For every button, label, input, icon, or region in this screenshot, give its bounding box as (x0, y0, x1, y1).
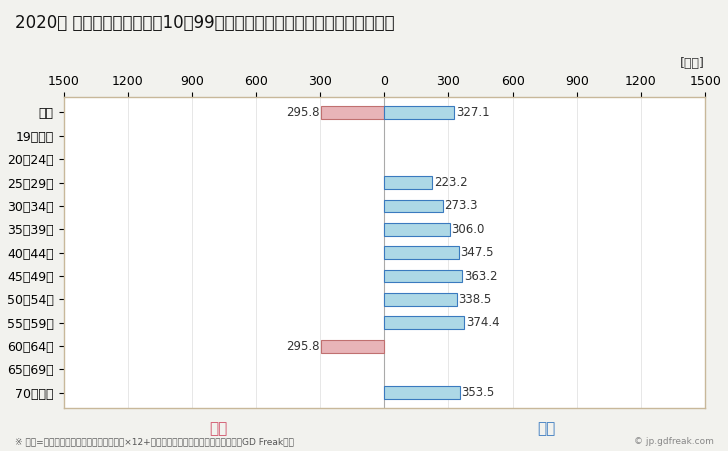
Bar (321, 106, 384, 119)
Text: © jp.gdfreak.com: © jp.gdfreak.com (633, 437, 713, 446)
Text: 327.1: 327.1 (456, 106, 490, 119)
Text: 295.8: 295.8 (286, 106, 320, 119)
Bar (384, 270, 462, 282)
Text: 273.3: 273.3 (445, 199, 478, 212)
Text: 223.2: 223.2 (434, 176, 467, 189)
Text: 2020年 民間企業（従業者数10～99人）フルタイム労働者の男女別平均年収: 2020年 民間企業（従業者数10～99人）フルタイム労働者の男女別平均年収 (15, 14, 394, 32)
Text: [万円]: [万円] (680, 57, 705, 70)
Bar (384, 199, 443, 212)
Text: 353.5: 353.5 (462, 387, 495, 399)
Text: 374.4: 374.4 (466, 316, 499, 329)
Text: 295.8: 295.8 (286, 340, 320, 353)
Bar (384, 387, 460, 399)
Text: 347.5: 347.5 (460, 246, 494, 259)
Text: 363.2: 363.2 (464, 270, 497, 282)
Text: 338.5: 338.5 (459, 293, 491, 306)
Text: 男性: 男性 (537, 421, 555, 436)
Bar (384, 246, 459, 259)
Bar (321, 340, 384, 353)
Bar (384, 293, 456, 306)
Bar (384, 316, 464, 329)
Bar (384, 106, 454, 119)
Text: ※ 年収=「きまって支給する現金給与額」×12+「年間賞与その他特別給与額」としてGD Freak推計: ※ 年収=「きまって支給する現金給与額」×12+「年間賞与その他特別給与額」とし… (15, 437, 293, 446)
Text: 女性: 女性 (209, 421, 228, 436)
Text: 306.0: 306.0 (451, 223, 485, 236)
Bar (384, 176, 432, 189)
Bar (384, 223, 450, 236)
